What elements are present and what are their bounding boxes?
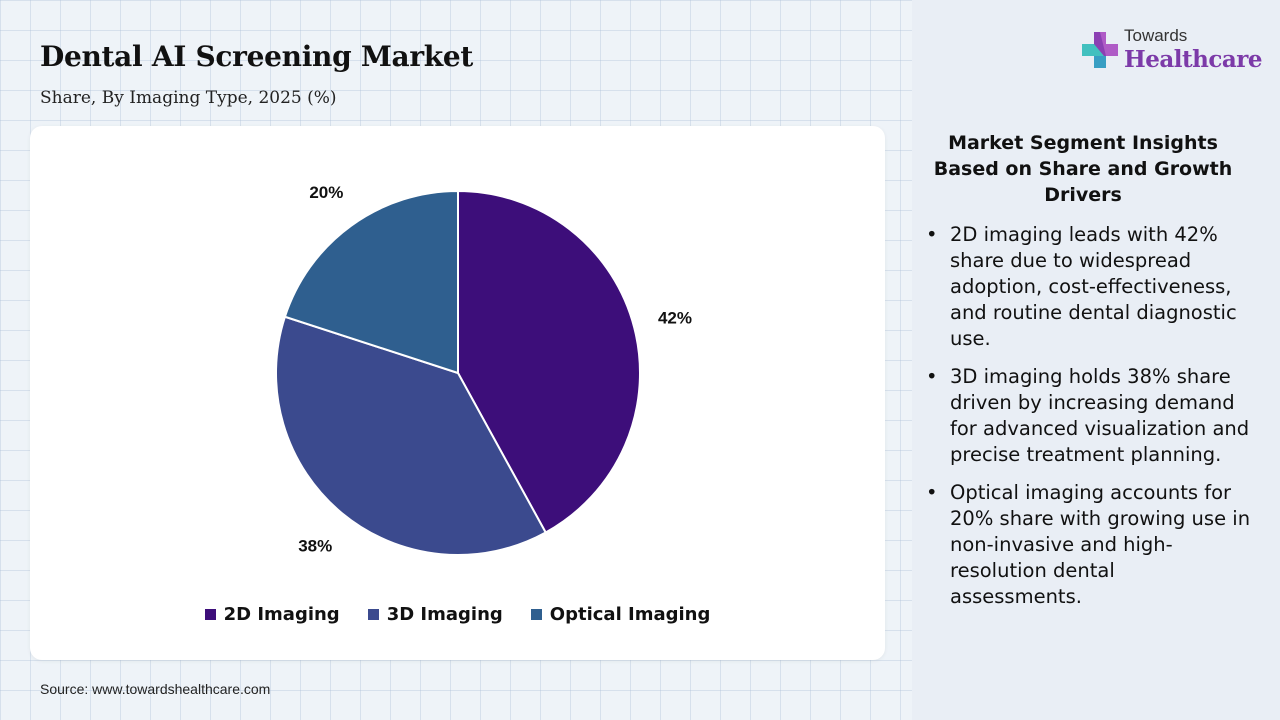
data-label-2d-imaging: 42%: [658, 308, 692, 327]
logo-text-main: Healthcare: [1124, 46, 1263, 73]
chart-legend: 2D Imaging 3D Imaging Optical Imaging: [30, 604, 885, 625]
legend-item-2d-imaging: 2D Imaging: [204, 604, 340, 625]
chart-card: 42% 38% 20% 2D Imaging 3D Imaging Optical …: [30, 126, 885, 660]
page-subtitle: Share, By Imaging Type, 2025 (%): [40, 88, 337, 108]
plus-cross-icon: [1082, 32, 1118, 68]
insights-title: Market Segment Insights Based on Share a…: [933, 132, 1233, 206]
insight-item-3d: 3D imaging holds 38% share driven by inc…: [922, 364, 1252, 468]
insights-list: 2D imaging leads with 42% share due to w…: [922, 222, 1252, 622]
source-note: Source: www.towardshealthcare.com: [40, 681, 271, 697]
legend-swatch-3d-imaging: [367, 609, 379, 620]
pie-slice-optical-imaging: [283, 189, 459, 375]
legend-item-optical-imaging: Optical Imaging: [530, 604, 711, 625]
page-title: Dental AI Screening Market: [40, 40, 474, 73]
insight-item-optical: Optical imaging accounts for 20% share w…: [922, 480, 1252, 610]
pie-slice-3d-imaging: [275, 315, 548, 556]
legend-label-2d-imaging: 2D Imaging: [223, 604, 340, 625]
legend-swatch-optical-imaging: [530, 609, 542, 620]
data-label-3d-imaging: 38%: [298, 537, 332, 556]
legend-item-3d-imaging: 3D Imaging: [367, 604, 503, 625]
legend-label-3d-imaging: 3D Imaging: [386, 604, 503, 625]
pie-chart: 42% 38% 20%: [275, 183, 692, 556]
brand-logo: Towards Healthcare: [1080, 26, 1263, 78]
data-label-optical-imaging: 20%: [309, 183, 343, 202]
pie-slice-2d-imaging: [457, 189, 641, 534]
legend-label-optical-imaging: Optical Imaging: [549, 604, 711, 625]
legend-swatch-2d-imaging: [204, 609, 216, 620]
logo-text-top: Towards: [1124, 26, 1188, 45]
insight-item-2d: 2D imaging leads with 42% share due to w…: [922, 222, 1252, 352]
